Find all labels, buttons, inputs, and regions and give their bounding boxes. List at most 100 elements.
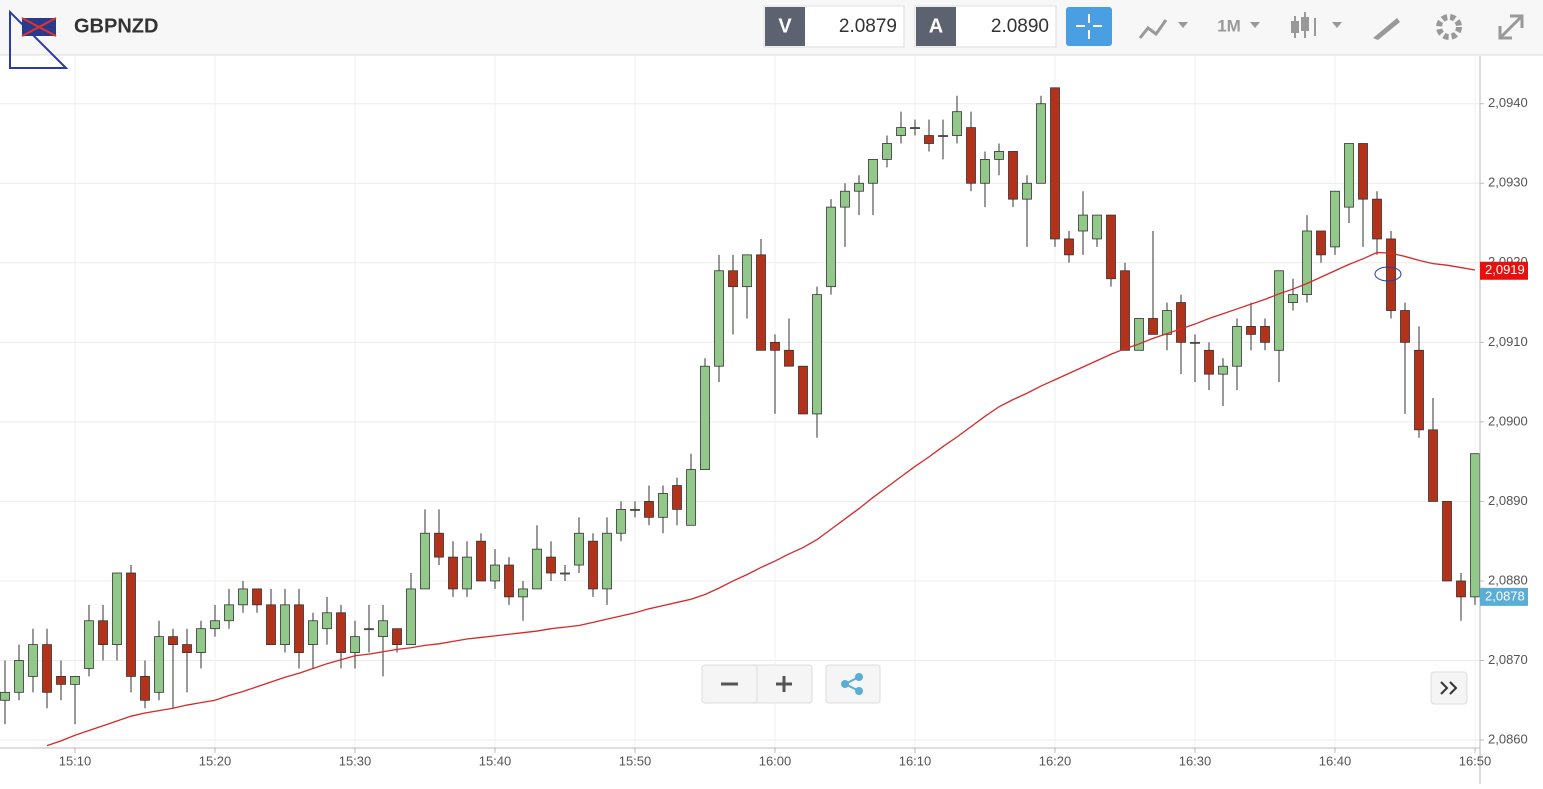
share-button[interactable] bbox=[825, 664, 881, 704]
candle-body bbox=[1176, 302, 1186, 343]
candle-body bbox=[868, 159, 878, 184]
candle-body bbox=[1386, 238, 1396, 311]
candle-body bbox=[1330, 190, 1340, 248]
candle-body bbox=[42, 644, 52, 693]
candle-body bbox=[644, 501, 654, 518]
candle-body bbox=[854, 182, 864, 192]
fullscreen-icon[interactable] bbox=[1498, 14, 1524, 40]
candle-body bbox=[1372, 198, 1382, 240]
candle-body bbox=[910, 127, 920, 129]
axes: 2,0860 2,0870 2,0880 2,0890 2,0900 2,0910 2,09… bbox=[59, 95, 1528, 768]
candle-body bbox=[28, 644, 38, 677]
candle-body bbox=[378, 620, 388, 638]
candle-body bbox=[896, 127, 906, 136]
y-tick-label: 2,0890 bbox=[1488, 493, 1528, 508]
candle-body bbox=[812, 294, 822, 415]
candle-body bbox=[1316, 230, 1326, 256]
candle-body bbox=[588, 540, 598, 590]
indicator-icon[interactable] bbox=[1138, 19, 1168, 39]
candle-body bbox=[1064, 238, 1074, 256]
candle-body bbox=[672, 485, 682, 510]
candle-body bbox=[14, 660, 24, 693]
candle-body bbox=[1414, 349, 1424, 431]
candle-body bbox=[1134, 318, 1144, 351]
candle-body bbox=[938, 135, 948, 137]
share-dot bbox=[855, 687, 863, 695]
candle-body bbox=[1456, 580, 1466, 598]
crosshair-button[interactable] bbox=[1066, 7, 1112, 46]
candle-body bbox=[434, 532, 444, 558]
candle-body bbox=[756, 254, 766, 351]
bid-label: V bbox=[778, 15, 792, 37]
ask-price: 2.0890 bbox=[991, 16, 1049, 37]
dropdown-arrow bbox=[1332, 22, 1342, 28]
candle-body bbox=[1120, 270, 1130, 351]
bid-price: 2.0879 bbox=[839, 16, 897, 37]
candle-body bbox=[364, 628, 374, 631]
y-tick-label: 2,0930 bbox=[1488, 175, 1528, 190]
candle-body bbox=[1288, 294, 1298, 303]
candle-body bbox=[826, 206, 836, 288]
candle-body bbox=[490, 564, 500, 582]
x-tick-label: 15:20 bbox=[199, 753, 232, 768]
candle-body bbox=[1302, 230, 1312, 296]
candle-body bbox=[1344, 143, 1354, 208]
price-label: 2,0919 bbox=[1485, 262, 1525, 277]
candle-body bbox=[420, 532, 430, 590]
scroll-end-button[interactable] bbox=[1430, 671, 1468, 705]
candle-body bbox=[252, 588, 262, 606]
draw-icon[interactable] bbox=[1373, 18, 1400, 40]
flag-cross bbox=[21, 17, 57, 37]
candle-body bbox=[56, 676, 66, 685]
x-tick-label: 15:40 bbox=[479, 753, 512, 768]
dropdown-arrow bbox=[1250, 22, 1260, 28]
candle-icon-body bbox=[1301, 17, 1309, 31]
price-label: 2,0878 bbox=[1485, 588, 1525, 603]
x-tick-label: 15:10 bbox=[59, 753, 92, 768]
x-tick-label: 15:30 bbox=[339, 753, 372, 768]
candle-body bbox=[224, 604, 234, 622]
zoom-in[interactable] bbox=[776, 676, 792, 692]
candle-body bbox=[840, 190, 850, 208]
x-tick-label: 16:30 bbox=[1179, 753, 1212, 768]
candle-body bbox=[742, 254, 752, 288]
y-tick-label: 2,0860 bbox=[1488, 731, 1528, 746]
candle-body bbox=[1092, 214, 1102, 240]
crosshair-icon bbox=[1076, 14, 1102, 39]
candle-body bbox=[1400, 310, 1410, 343]
candle-body bbox=[728, 270, 738, 288]
candle-body bbox=[714, 270, 724, 367]
toolbar: GBPNZD V 2.0879 A 2.0890 1M bbox=[0, 0, 1543, 69]
y-tick-label: 2,0900 bbox=[1488, 413, 1528, 428]
candle-body bbox=[1260, 326, 1270, 343]
candle-body bbox=[112, 572, 122, 645]
settings-icon[interactable] bbox=[1436, 14, 1462, 40]
share-dot bbox=[841, 680, 849, 688]
y-tick-label: 2,0880 bbox=[1488, 572, 1528, 587]
candle-body bbox=[630, 508, 640, 511]
candle-body bbox=[518, 588, 528, 598]
candle-body bbox=[1050, 87, 1060, 240]
candle-body bbox=[84, 620, 94, 669]
candle-body bbox=[994, 151, 1004, 160]
candle-body bbox=[294, 604, 304, 653]
candle-body bbox=[532, 548, 542, 590]
y-tick-label: 2,0870 bbox=[1488, 652, 1528, 667]
candle-body bbox=[784, 349, 794, 367]
candle-body bbox=[770, 341, 780, 351]
candle-body bbox=[1232, 326, 1242, 367]
candle-body bbox=[1246, 326, 1256, 335]
marker bbox=[1374, 266, 1402, 282]
ask-tag bbox=[916, 7, 956, 46]
timeframe[interactable]: 1M bbox=[1217, 16, 1241, 35]
candle-body bbox=[882, 143, 892, 160]
corner-triangle bbox=[9, 9, 69, 69]
candle-body bbox=[1148, 318, 1158, 335]
dropdown-arrow bbox=[1178, 22, 1188, 28]
candle-body bbox=[322, 612, 332, 630]
candle-body bbox=[1428, 429, 1438, 502]
candle-body bbox=[1470, 453, 1480, 598]
candle-body bbox=[952, 111, 962, 136]
bid-tag bbox=[765, 7, 805, 46]
candle-body bbox=[462, 556, 472, 590]
